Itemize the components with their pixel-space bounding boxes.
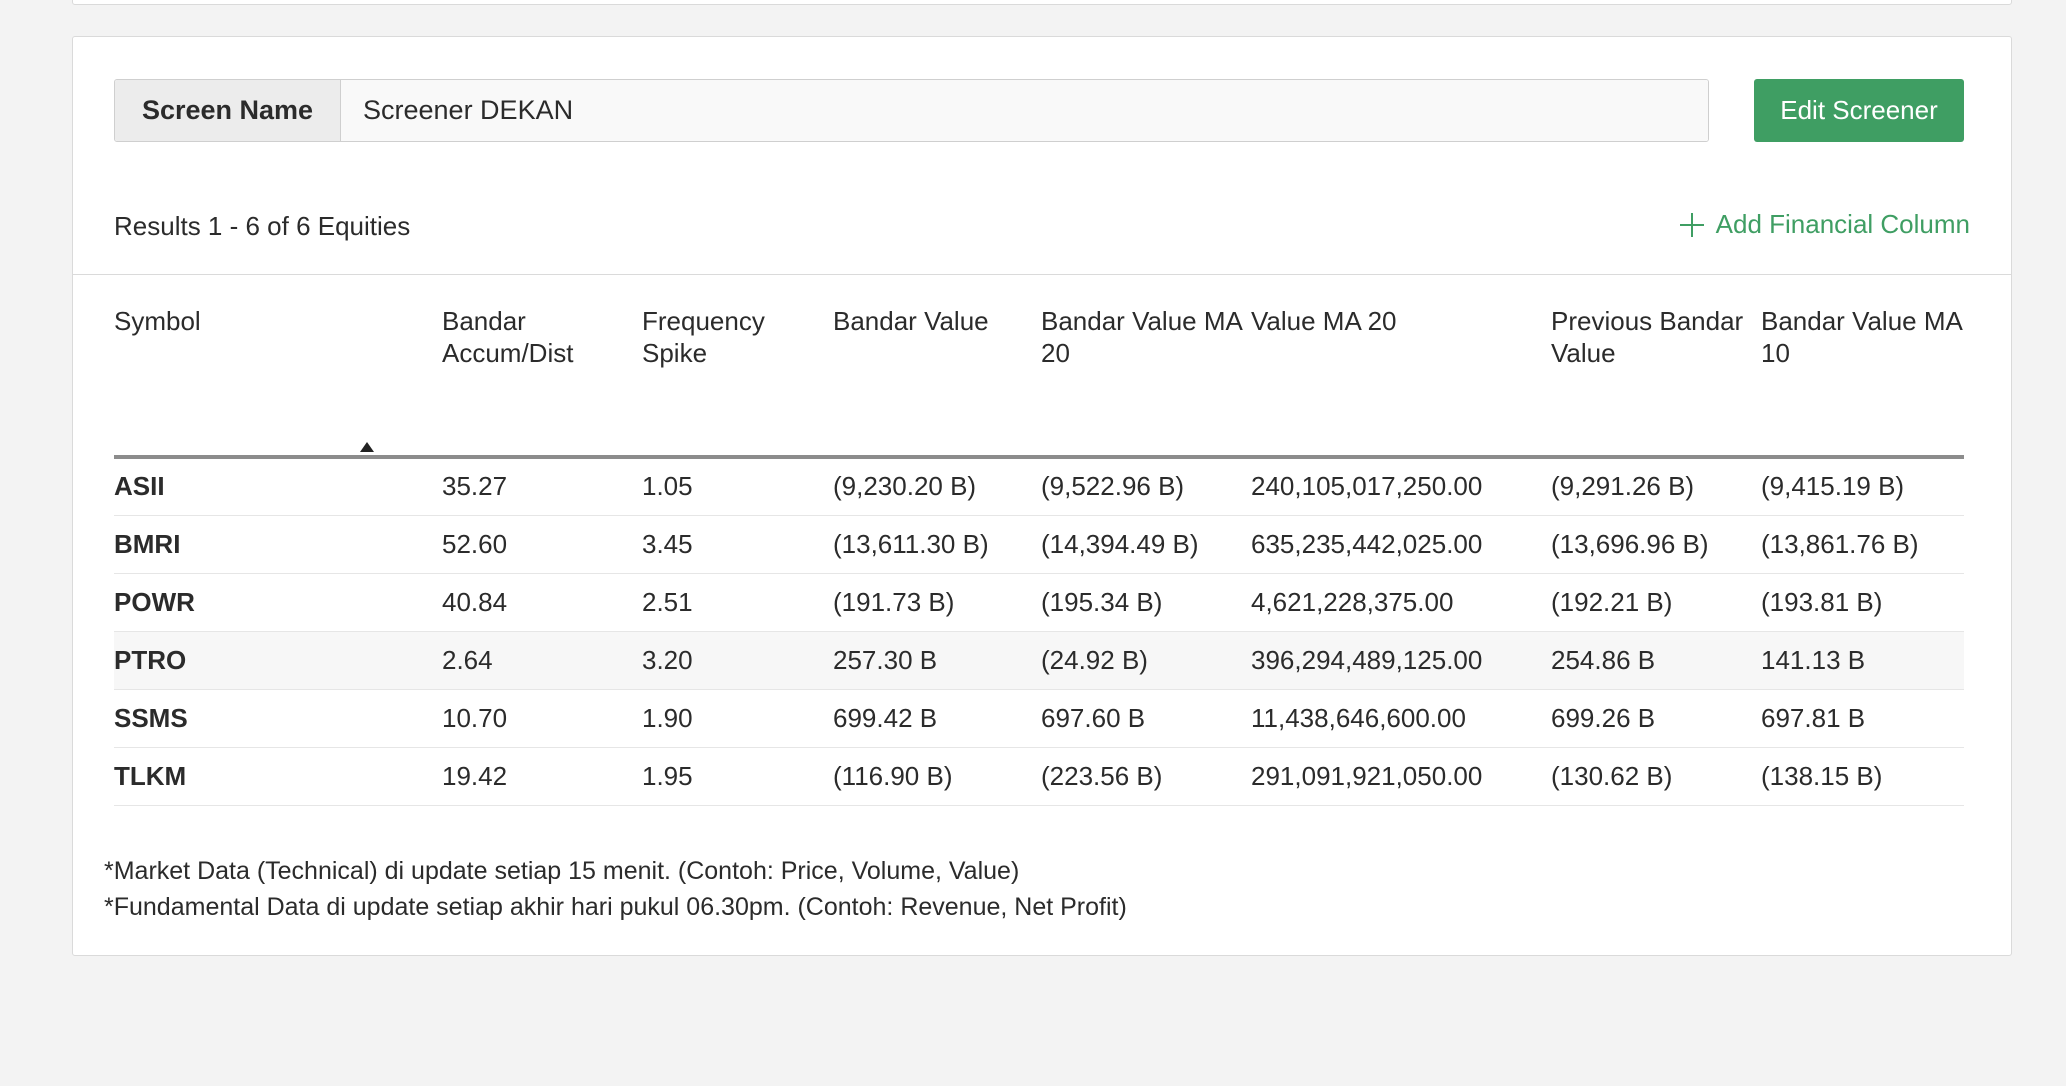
table-row[interactable]: SSMS 10.70 1.90 699.42 B 697.60 B 11,438,646,… [114,689,1964,748]
value-ma20-cell: 11,438,646,600.00 [1251,689,1551,748]
accum-cell: 19.42 [442,747,642,806]
bandar-value-cell: (116.90 B) [833,747,1041,806]
bandar-value-cell: (191.73 B) [833,573,1041,632]
table-row[interactable]: POWR 40.84 2.51 (191.73 B) (195.34 B) 4,621,2… [114,573,1964,632]
add-financial-column-button[interactable]: Add Financial Column [1678,209,1970,240]
results-table-container: Symbol Bandar Accum/Dist Frequency Spike… [114,297,1964,806]
results-table: Symbol Bandar Accum/Dist Frequency Spike… [114,297,1964,806]
value-ma20-cell: 240,105,017,250.00 [1251,457,1551,516]
screen-name-label: Screen Name [115,80,341,141]
bv-ma10-cell: (13,861.76 B) [1761,515,1964,574]
freq-cell: 1.95 [642,747,833,806]
col-header-frequency-spike[interactable]: Frequency Spike [642,297,833,459]
footnotes: *Market Data (Technical) di update setia… [104,853,1127,925]
value-ma20-cell: 396,294,489,125.00 [1251,631,1551,690]
table-header-row: Symbol Bandar Accum/Dist Frequency Spike… [114,297,1964,459]
table-row[interactable]: PTRO 2.64 3.20 257.30 B (24.92 B) 396,294,489… [114,631,1964,690]
bv-ma20-cell: 697.60 B [1041,689,1251,748]
empty-cell [362,457,442,516]
freq-cell: 2.51 [642,573,833,632]
bandar-value-cell: (9,230.20 B) [833,457,1041,516]
prev-bv-cell: 254.86 B [1551,631,1761,690]
symbol-cell[interactable]: SSMS [114,689,362,748]
bv-ma10-cell: (193.81 B) [1761,573,1964,632]
screen-name-group: Screen Name [114,79,1709,142]
bv-ma10-cell: 697.81 B [1761,689,1964,748]
screener-card: Screen Name Edit Screener Results 1 - 6 … [72,36,2012,956]
freq-cell: 3.45 [642,515,833,574]
value-ma20-cell: 635,235,442,025.00 [1251,515,1551,574]
accum-cell: 40.84 [442,573,642,632]
table-row[interactable]: TLKM 19.42 1.95 (116.90 B) (223.56 B) 291,091… [114,747,1964,806]
previous-card [72,0,2012,5]
prev-bv-cell: (130.62 B) [1551,747,1761,806]
bv-ma20-cell: (223.56 B) [1041,747,1251,806]
prev-bv-cell: (192.21 B) [1551,573,1761,632]
col-header-bandar-value-ma-10[interactable]: Bandar Value MA 10 [1761,297,1964,459]
symbol-cell[interactable]: BMRI [114,515,362,574]
sort-ascending-icon[interactable] [360,442,374,452]
table-row[interactable]: ASII 35.27 1.05 (9,230.20 B) (9,522.96 B) 240… [114,457,1964,516]
symbol-cell[interactable]: TLKM [114,747,362,806]
bv-ma20-cell: (195.34 B) [1041,573,1251,632]
col-header-bandar-value-ma-20[interactable]: Bandar Value MA 20 [1041,297,1251,459]
screen-name-input[interactable] [341,80,1708,141]
empty-cell [362,689,442,748]
col-header-sorted[interactable] [360,297,442,459]
bandar-value-cell: (13,611.30 B) [833,515,1041,574]
bandar-value-cell: 257.30 B [833,631,1041,690]
accum-cell: 10.70 [442,689,642,748]
col-header-symbol[interactable]: Symbol [114,297,362,459]
col-header-previous-bandar-value[interactable]: Previous Bandar Value [1551,297,1761,459]
empty-cell [362,631,442,690]
freq-cell: 3.20 [642,631,833,690]
symbol-cell[interactable]: ASII [114,457,362,516]
empty-cell [362,747,442,806]
bv-ma20-cell: (14,394.49 B) [1041,515,1251,574]
symbol-cell[interactable]: POWR [114,573,362,632]
bv-ma10-cell: (138.15 B) [1761,747,1964,806]
bv-ma10-cell: 141.13 B [1761,631,1964,690]
results-bar: Results 1 - 6 of 6 Equities Add Financia… [73,177,2011,275]
accum-cell: 52.60 [442,515,642,574]
accum-cell: 2.64 [442,631,642,690]
prev-bv-cell: 699.26 B [1551,689,1761,748]
add-financial-column-label: Add Financial Column [1715,209,1970,239]
col-header-bandar-accum-dist[interactable]: Bandar Accum/Dist [442,297,642,459]
table-row[interactable]: BMRI 52.60 3.45 (13,611.30 B) (14,394.49 B) 6… [114,515,1964,574]
value-ma20-cell: 4,621,228,375.00 [1251,573,1551,632]
screen-name-row: Screen Name Edit Screener [114,79,1964,142]
freq-cell: 1.05 [642,457,833,516]
prev-bv-cell: (13,696.96 B) [1551,515,1761,574]
plus-icon [1679,212,1704,237]
value-ma20-cell: 291,091,921,050.00 [1251,747,1551,806]
empty-cell [362,573,442,632]
bv-ma20-cell: (9,522.96 B) [1041,457,1251,516]
footnote-fundamental-data: *Fundamental Data di update setiap akhir… [104,893,1127,921]
bv-ma20-cell: (24.92 B) [1041,631,1251,690]
freq-cell: 1.90 [642,689,833,748]
edit-screener-button[interactable]: Edit Screener [1754,79,1964,142]
symbol-cell[interactable]: PTRO [114,631,362,690]
footnote-market-data: *Market Data (Technical) di update setia… [104,857,1020,885]
results-summary: Results 1 - 6 of 6 Equities [114,211,411,241]
prev-bv-cell: (9,291.26 B) [1551,457,1761,516]
col-header-bandar-value[interactable]: Bandar Value [833,297,1041,459]
bv-ma10-cell: (9,415.19 B) [1761,457,1964,516]
col-header-value-ma-20[interactable]: Value MA 20 [1251,297,1551,459]
bandar-value-cell: 699.42 B [833,689,1041,748]
empty-cell [362,515,442,574]
accum-cell: 35.27 [442,457,642,516]
